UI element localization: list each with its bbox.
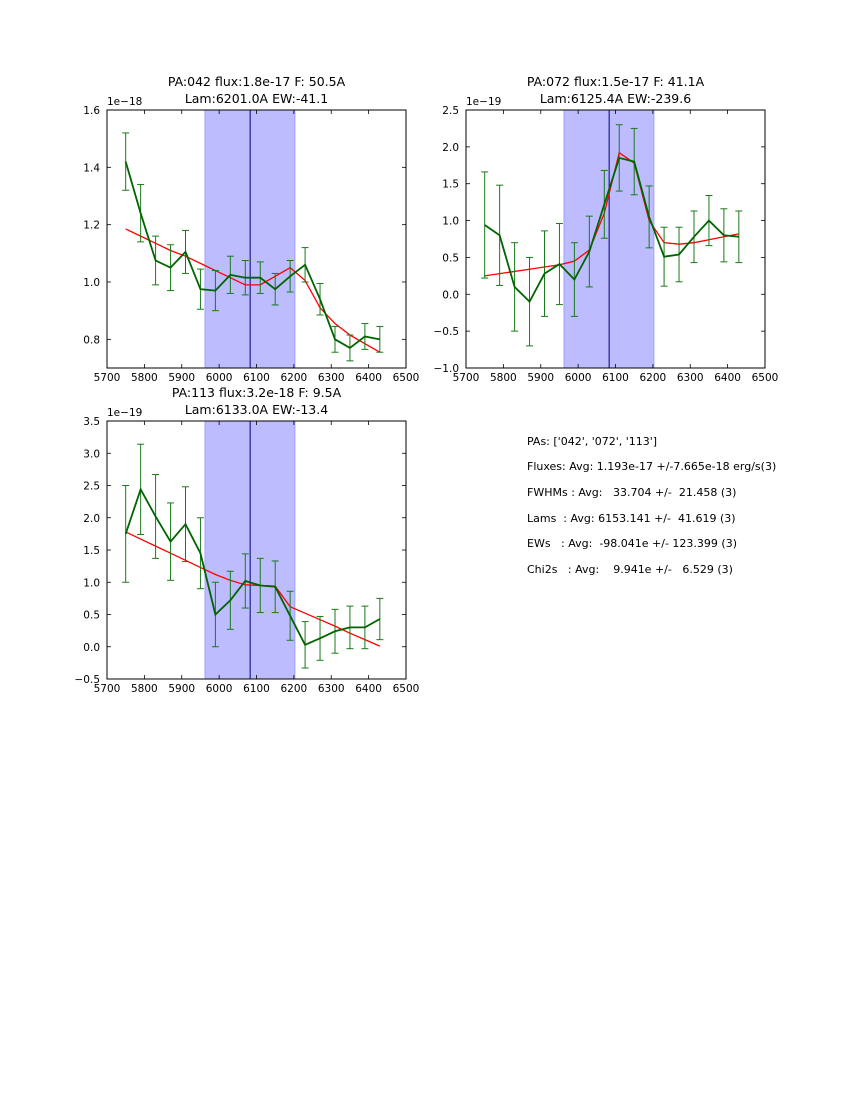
plot-area bbox=[122, 132, 384, 362]
x-tick-label: 6200 bbox=[640, 372, 667, 384]
x-tick-label: 6400 bbox=[355, 683, 382, 695]
x-tick-label: 6000 bbox=[565, 372, 592, 384]
y-tick-label: 1.5 bbox=[442, 179, 459, 191]
y-tick-label: 0.0 bbox=[83, 642, 100, 654]
data-line bbox=[484, 156, 739, 304]
panel-title-line1: PA:042 flux:1.8e-17 F: 50.5A bbox=[168, 74, 346, 89]
x-tick-label: 6200 bbox=[281, 683, 308, 695]
plot-area bbox=[122, 443, 384, 669]
summary-chi2s: Chi2s : Avg: 9.941e +/- 6.529 (3) bbox=[527, 563, 733, 576]
x-tick-label: 5700 bbox=[94, 372, 121, 384]
summary-lams: Lams : Avg: 6153.141 +/- 41.619 (3) bbox=[527, 512, 736, 525]
spectrum-panel-pa072: 5700 5800 5900 6000 6100 6200 6300 6400 6500 −1.0… bbox=[434, 74, 779, 384]
y-tick-label: 1.5 bbox=[83, 545, 100, 557]
y-tick-label: 3.0 bbox=[83, 448, 100, 460]
x-tick-label: 6000 bbox=[206, 683, 233, 695]
x-tick-label: 6100 bbox=[602, 372, 629, 384]
model-line bbox=[125, 531, 381, 647]
panel-title-line1: PA:113 flux:3.2e-18 F: 9.5A bbox=[172, 385, 342, 400]
y-tick-label: 2.5 bbox=[442, 105, 459, 117]
y-tick-label: −1.0 bbox=[434, 363, 460, 375]
y-tick-label: 1.0 bbox=[83, 577, 100, 589]
y-tick-label: 1.0 bbox=[442, 216, 459, 228]
y-tick-label: 1.0 bbox=[83, 277, 100, 289]
axis-offset-label: 1e−19 bbox=[466, 96, 501, 108]
x-tick-label: 5900 bbox=[527, 372, 554, 384]
axis-offset-label: 1e−18 bbox=[107, 96, 142, 108]
y-tick-label: 2.0 bbox=[442, 142, 459, 154]
y-tick-label: 0.8 bbox=[83, 334, 100, 346]
summary-fluxes: Fluxes: Avg: 1.193e-17 +/-7.665e-18 erg/… bbox=[527, 460, 777, 473]
y-tick-label: 1.4 bbox=[83, 162, 100, 174]
y-tick-label: 2.0 bbox=[83, 513, 100, 525]
panel-title-line2: Lam:6133.0A EW:-13.4 bbox=[185, 402, 328, 417]
x-tick-label: 6100 bbox=[243, 372, 270, 384]
summary-fwhms: FWHMs : Avg: 33.704 +/- 21.458 (3) bbox=[527, 486, 737, 499]
x-tick-label: 5800 bbox=[131, 683, 158, 695]
y-tick-label: 1.6 bbox=[83, 105, 100, 117]
y-tick-label: 2.5 bbox=[83, 481, 100, 493]
summary-ews: EWs : Avg: -98.041e +/- 123.399 (3) bbox=[527, 537, 737, 550]
x-tick-label: 6400 bbox=[714, 372, 741, 384]
x-tick-label: 6500 bbox=[393, 372, 420, 384]
x-tick-label: 5700 bbox=[94, 683, 121, 695]
y-tick-label: −0.5 bbox=[434, 326, 460, 338]
spectrum-panel-pa042: 5700 5800 5900 6000 6100 6200 6300 6400 6500 0.8 1… bbox=[83, 74, 419, 384]
x-tick-label: 5800 bbox=[131, 372, 158, 384]
panel-title-line2: Lam:6201.0A EW:-41.1 bbox=[185, 91, 328, 106]
y-tick-label: 0.5 bbox=[83, 610, 100, 622]
y-tick-label: 3.5 bbox=[83, 416, 100, 428]
data-line bbox=[124, 487, 381, 646]
summary-pas: PAs: ['042', '072', '113'] bbox=[527, 435, 658, 448]
x-tick-label: 5900 bbox=[168, 372, 195, 384]
spectrum-panel-pa113: 5700 5800 5900 6000 6100 6200 6300 6400 6500 −0.5… bbox=[75, 385, 420, 695]
x-tick-label: 6000 bbox=[206, 372, 233, 384]
y-tick-label: 1.2 bbox=[83, 220, 100, 232]
plot-area bbox=[481, 124, 743, 347]
panel-title-line2: Lam:6125.4A EW:-239.6 bbox=[540, 91, 691, 106]
data-line bbox=[124, 161, 381, 350]
x-tick-label: 5800 bbox=[490, 372, 517, 384]
y-tick-label: 0.5 bbox=[442, 252, 459, 264]
x-tick-label: 6100 bbox=[243, 683, 270, 695]
x-tick-label: 6400 bbox=[355, 372, 382, 384]
panel-title-line1: PA:072 flux:1.5e-17 F: 41.1A bbox=[527, 74, 705, 89]
y-tick-label: −0.5 bbox=[75, 674, 101, 686]
model-line bbox=[125, 228, 381, 353]
x-tick-label: 6500 bbox=[752, 372, 779, 384]
x-tick-label: 6300 bbox=[318, 683, 345, 695]
x-tick-label: 5900 bbox=[168, 683, 195, 695]
x-tick-label: 6200 bbox=[281, 372, 308, 384]
axis-offset-label: 1e−19 bbox=[107, 407, 142, 419]
y-tick-label: 0.0 bbox=[442, 289, 459, 301]
x-tick-label: 5700 bbox=[453, 372, 480, 384]
x-tick-label: 6300 bbox=[318, 372, 345, 384]
x-tick-label: 6500 bbox=[393, 683, 420, 695]
x-tick-label: 6300 bbox=[677, 372, 704, 384]
